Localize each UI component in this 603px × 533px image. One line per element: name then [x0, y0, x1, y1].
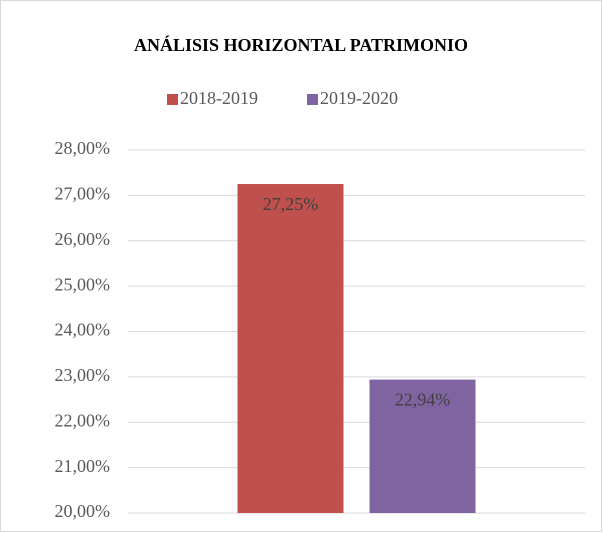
y-tick-label: 22,00%: [55, 410, 111, 430]
y-tick-label: 24,00%: [55, 320, 111, 340]
y-tick-label: 26,00%: [55, 229, 111, 249]
y-tick-label: 21,00%: [55, 456, 111, 476]
y-tick-label: 28,00%: [55, 138, 111, 158]
y-tick-label: 20,00%: [55, 501, 111, 521]
value-label: 22,94%: [395, 390, 451, 410]
value-label: 27,25%: [263, 194, 319, 214]
chart-title: ANÁLISIS HORIZONTAL PATRIMONIO: [134, 34, 468, 55]
y-tick-label: 23,00%: [55, 365, 111, 385]
legend-swatch: [167, 94, 178, 105]
legend-swatch: [307, 94, 318, 105]
y-tick-label: 25,00%: [55, 274, 111, 294]
legend-label: 2018-2019: [180, 88, 258, 108]
bar: [237, 184, 344, 513]
bar: [369, 379, 476, 513]
y-tick-label: 27,00%: [55, 184, 111, 204]
legend-label: 2019-2020: [320, 88, 398, 108]
